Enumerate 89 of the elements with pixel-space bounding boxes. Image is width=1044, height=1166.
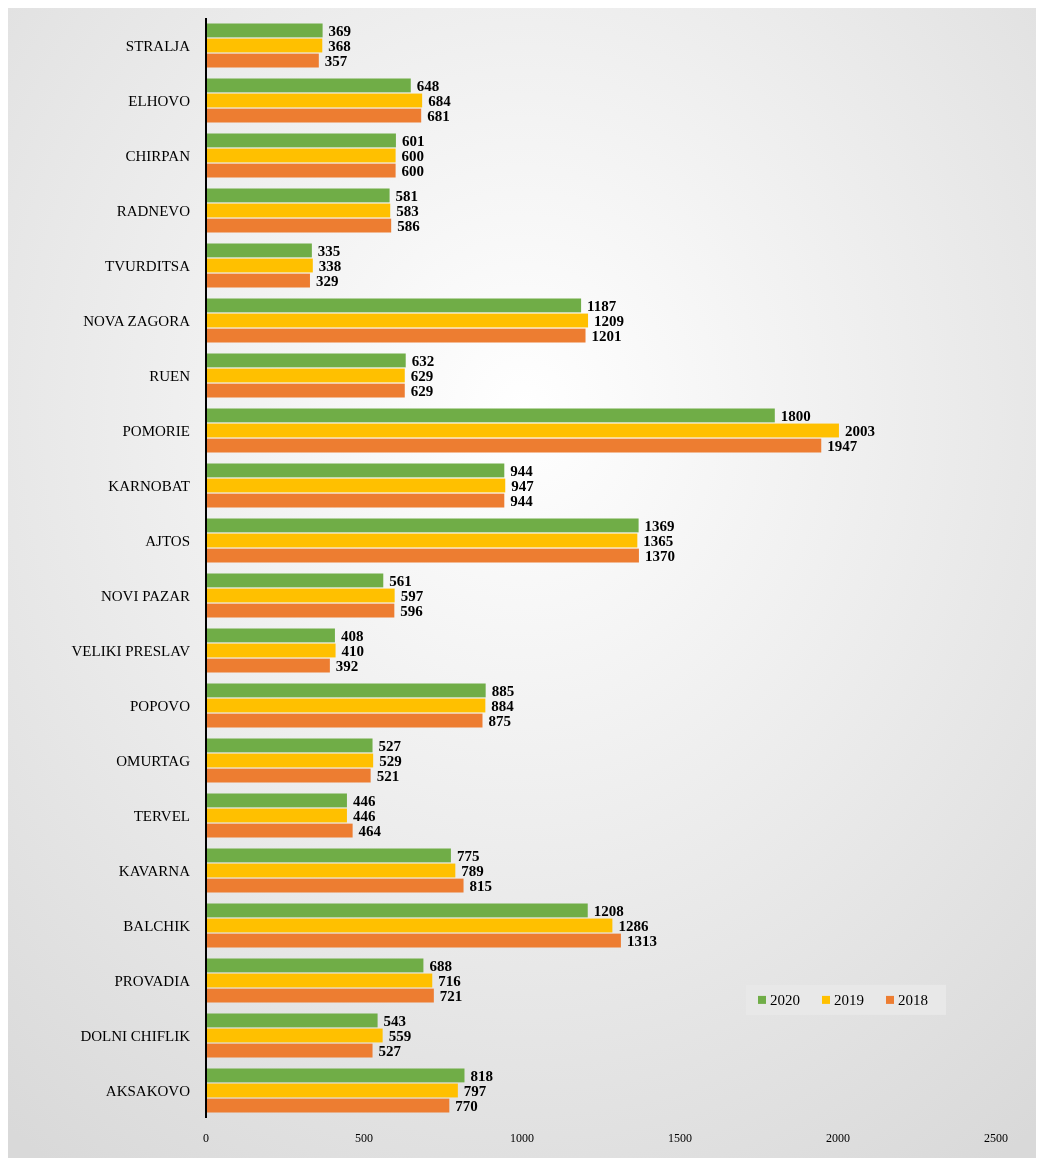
x-tick-label: 1000 (510, 1131, 534, 1145)
data-label: 770 (455, 1097, 478, 1114)
data-label: 338 (318, 257, 342, 274)
data-label: 1201 (591, 327, 622, 344)
data-label: 329 (315, 272, 339, 289)
y-tick-label: NOVA ZAGORA (83, 312, 191, 329)
data-label: 1369 (644, 517, 675, 534)
data-label: 688 (429, 957, 452, 974)
data-label: 944 (510, 462, 534, 479)
x-tick-label: 500 (355, 1131, 373, 1145)
data-label: 684 (428, 92, 452, 109)
legend-label: 2020 (770, 992, 800, 1009)
x-tick-label: 2500 (984, 1131, 1008, 1145)
data-label: 446 (352, 792, 376, 809)
x-tick-label: 0 (203, 1131, 209, 1145)
data-label: 561 (389, 572, 412, 589)
y-tick-label: OMURTAG (116, 752, 191, 769)
data-label: 368 (328, 37, 351, 54)
y-tick-label: KAVARNA (118, 862, 191, 879)
data-label: 875 (488, 712, 511, 729)
data-label: 1365 (643, 532, 674, 549)
y-tick-label: NOVI PAZAR (100, 587, 190, 604)
data-label: 1313 (626, 932, 657, 949)
data-label: 797 (463, 1082, 487, 1099)
y-tick-label: DOLNI CHIFLIK (80, 1027, 191, 1044)
y-tick-label: TVURDITSA (105, 257, 191, 274)
data-label: 1286 (618, 917, 649, 934)
data-label: 947 (511, 477, 535, 494)
y-tick-label: POMORIE (122, 422, 190, 439)
data-label: 600 (401, 162, 425, 179)
data-label: 335 (317, 242, 341, 259)
data-label: 885 (491, 682, 515, 699)
data-label: 818 (470, 1067, 493, 1084)
data-label: 464 (358, 822, 382, 839)
data-label: 369 (328, 22, 352, 39)
data-label: 1370 (644, 547, 675, 564)
data-label: 629 (410, 367, 434, 384)
data-label: 815 (469, 877, 493, 894)
y-tick-label: AJTOS (145, 532, 190, 549)
y-tick-label: TERVEL (133, 807, 190, 824)
data-label: 527 (378, 1042, 402, 1059)
data-label: 583 (396, 202, 419, 219)
data-label: 1947 (827, 437, 858, 454)
data-label: 529 (379, 752, 402, 769)
data-label: 596 (400, 602, 424, 619)
data-label: 1209 (594, 312, 625, 329)
data-label: 716 (438, 972, 462, 989)
data-label: 1800 (780, 407, 811, 424)
data-label: 581 (395, 187, 419, 204)
data-label: 1208 (593, 902, 624, 919)
data-label: 446 (352, 807, 376, 824)
data-label: 2003 (844, 422, 875, 439)
data-label: 597 (400, 587, 424, 604)
y-tick-label: CHIRPAN (125, 147, 191, 164)
x-tick-label: 1500 (668, 1131, 692, 1145)
y-tick-label: RADNEVO (116, 202, 191, 219)
y-tick-label: KARNOBAT (108, 477, 190, 494)
y-tick-label: BALCHIK (123, 917, 191, 934)
x-tick-label: 2000 (826, 1131, 850, 1145)
legend-label: 2018 (898, 992, 928, 1009)
y-tick-label: RUEN (149, 367, 191, 384)
data-label: 944 (510, 492, 534, 509)
data-label: 392 (335, 657, 359, 674)
y-tick-label: STRALJA (125, 37, 191, 54)
data-label: 648 (416, 77, 440, 94)
y-tick-label: AKSAKOVO (105, 1082, 191, 1099)
data-label: 629 (410, 382, 434, 399)
data-label: 789 (461, 862, 484, 879)
y-tick-label: POPOVO (129, 697, 191, 714)
data-label: 410 (341, 642, 365, 659)
data-label: 543 (383, 1012, 407, 1029)
y-tick-label: VELIKI PRESLAV (71, 642, 191, 659)
data-label: 408 (340, 627, 364, 644)
data-label: 632 (411, 352, 435, 369)
data-label: 884 (491, 697, 515, 714)
data-label: 357 (324, 52, 348, 69)
y-tick-label: PROVADIA (114, 972, 191, 989)
data-label: 527 (378, 737, 402, 754)
data-label: 775 (456, 847, 480, 864)
y-tick-label: ELHOVO (128, 92, 191, 109)
data-label: 559 (388, 1027, 412, 1044)
data-label: 521 (376, 767, 400, 784)
data-label: 1187 (587, 297, 617, 314)
data-label: 681 (427, 107, 450, 124)
data-label: 721 (439, 987, 463, 1004)
data-label: 586 (397, 217, 421, 234)
data-label: 601 (401, 132, 425, 149)
legend-label: 2019 (834, 992, 864, 1009)
data-label: 600 (401, 147, 425, 164)
